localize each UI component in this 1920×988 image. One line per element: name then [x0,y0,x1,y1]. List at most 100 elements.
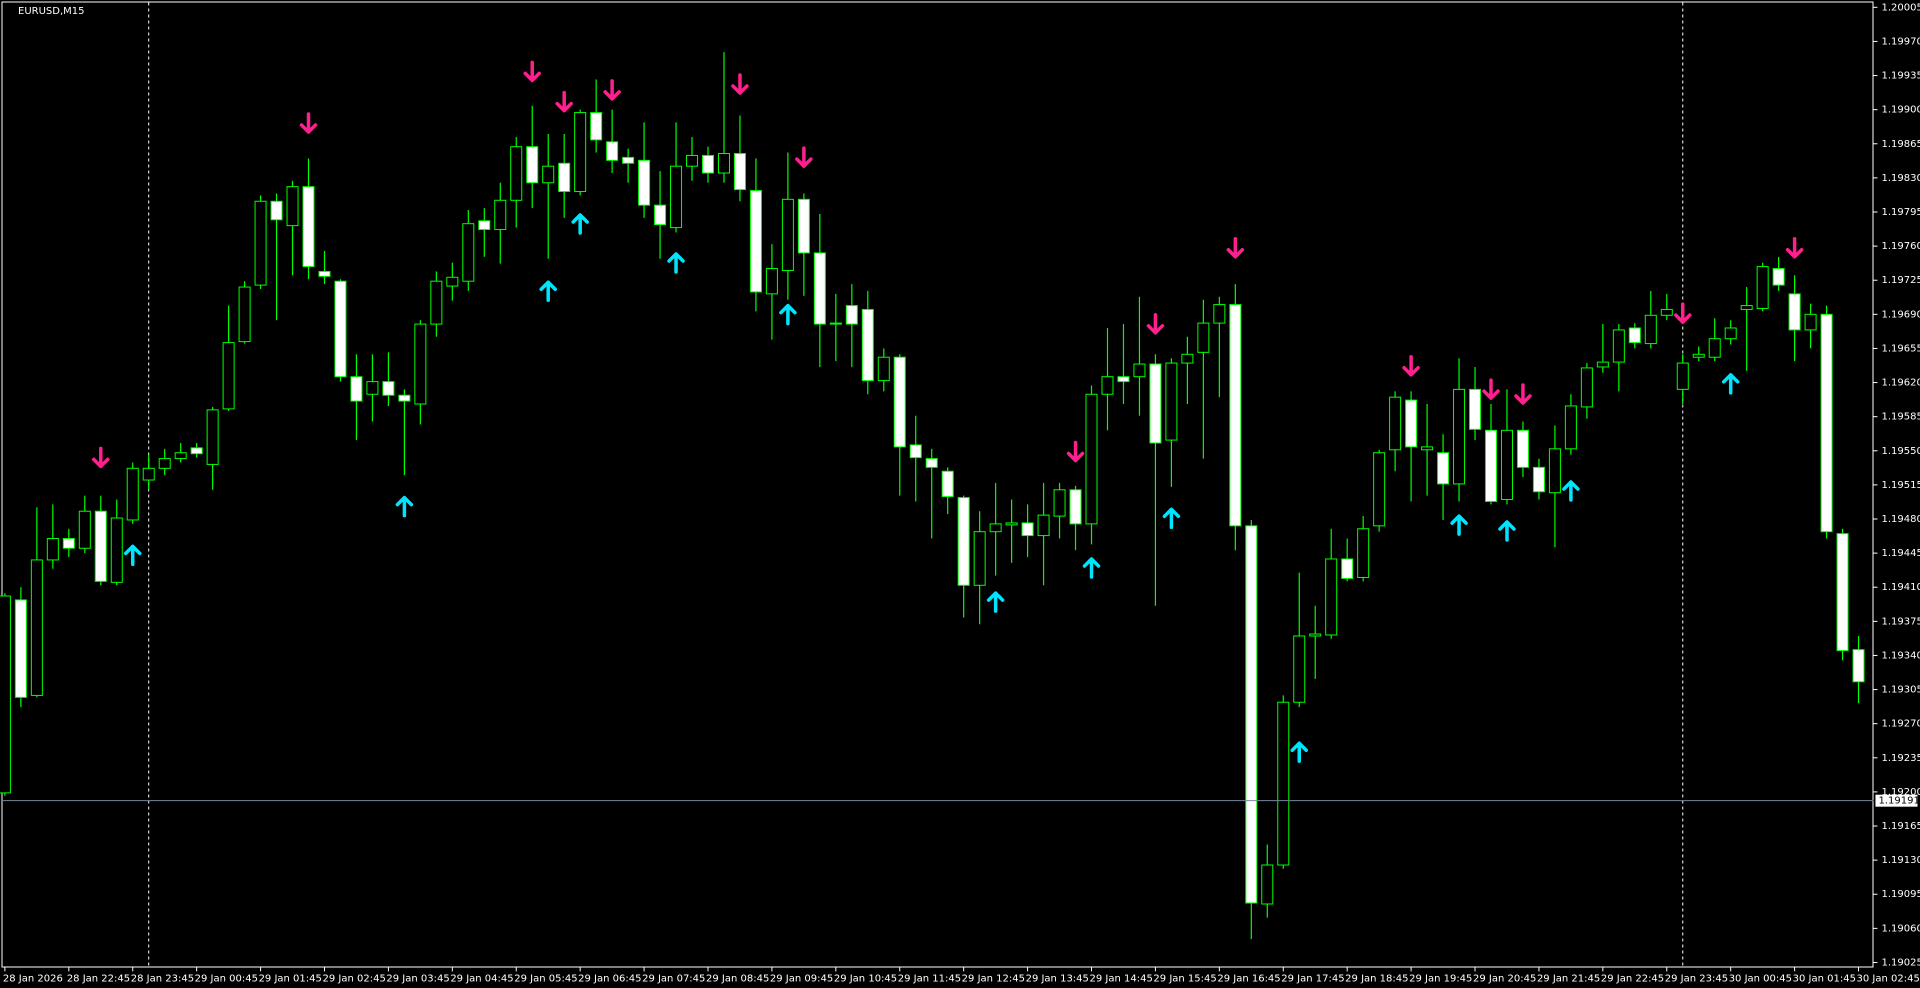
plot-frame [1,1,1874,968]
x-tick-label: 29 Jan 02:45 [322,973,385,984]
candle-body-bull [1293,635,1306,703]
y-tick-label: 1.19865 [1881,139,1920,150]
candle-body-bull [1213,304,1226,324]
x-tick-label: 29 Jan 04:45 [450,973,513,984]
x-tick-label: 29 Jan 20:45 [1473,973,1536,984]
buy-arrow [1721,373,1740,395]
candle-body-bear [1469,388,1482,430]
y-tick-label: 1.19270 [1881,719,1920,730]
candle-body-bull [1085,393,1098,525]
buy-arrow [667,252,685,274]
buy-arrow [539,280,557,302]
candle-body-bull [1756,266,1769,309]
candle-body-bear [334,280,347,378]
x-tick-label: 30 Jan 00:45 [1729,973,1792,984]
candle-body-bull [1165,362,1178,441]
candle-body-bear [606,141,619,161]
x-tick-label: 28 Jan 23:45 [131,973,194,984]
candle-body-bull [1740,305,1753,310]
bid-label: 1.19191 [1878,796,1919,807]
candle-body-bear [302,186,315,268]
sell-arrow [1226,237,1245,259]
x-tick-label: 29 Jan 14:45 [1090,973,1153,984]
candle-body-bear [1788,293,1801,331]
candle-body-bull [574,112,587,193]
buy-arrow [571,213,589,235]
y-tick-label: 1.19690 [1881,309,1920,320]
candle-body-bull [1197,322,1210,353]
y-tick-label: 1.19235 [1881,753,1920,764]
sell-arrow [92,446,110,469]
candle-body-bear [1836,533,1849,652]
candle-body-bear [1484,429,1498,502]
x-tick-label: 29 Jan 22:45 [1601,973,1664,984]
chart-title: EURUSD,M15 [18,6,84,17]
x-tick-label: 29 Jan 11:45 [898,973,961,984]
candle-body-bull [1357,528,1370,578]
candle-body-bull [1804,313,1817,331]
candle-body-bull [829,322,842,325]
candle-body-bull [1277,701,1290,866]
candle-body-bull [174,452,187,460]
candle-body-bull [542,165,555,184]
candle-body-bull [30,559,43,696]
candle-body-bear [526,146,539,184]
candle-body-bull [1325,558,1338,636]
candle-body-bull [1612,329,1625,363]
candle-body-bear [398,394,411,402]
candle-body-bear [893,356,906,448]
y-tick-label: 1.19760 [1881,241,1920,252]
candle-body-bear [622,156,635,164]
candle-body-bull [1101,376,1114,395]
candle-body-bull [1261,864,1274,905]
candle-body-bear [1229,304,1242,527]
candle-body-bear [1772,268,1785,286]
buy-arrow [1498,520,1516,542]
buy-arrow [986,591,1005,613]
candle-body-bull [1708,338,1721,358]
sell-arrow [1066,440,1085,463]
candle-body-bear [270,200,283,221]
x-tick-label: 28 Jan 22:45 [67,973,130,984]
candle-body-bear [1532,466,1545,493]
candle-body-bear [94,510,107,582]
candle-body-bull [1037,514,1050,537]
candle-body-bull [1053,489,1066,517]
candle-body-bear [1437,452,1450,485]
y-tick-label: 1.19025 [1881,957,1920,968]
candle-body-bear [62,538,75,549]
y-tick-label: 1.19305 [1881,685,1920,696]
candle-body-bear [1021,522,1034,537]
sell-arrow [555,90,573,113]
y-tick-label: 1.19935 [1881,71,1920,82]
candle-body-bear [925,458,938,468]
candle-body-bull [670,165,683,229]
candle-body-bull [686,154,699,167]
candle-body-bull [1676,362,1689,390]
y-tick-label: 1.19410 [1881,582,1920,593]
x-tick-label: 29 Jan 07:45 [642,973,705,984]
y-tick-label: 1.19970 [1881,36,1920,47]
x-tick-label: 29 Jan 00:45 [195,973,258,984]
y-tick-label: 1.19795 [1881,207,1920,218]
candle-body-bull [1421,446,1434,451]
candle-body-bear [797,198,810,254]
x-tick-label: 29 Jan 05:45 [514,973,577,984]
candle-body-bull [1596,361,1609,368]
y-tick-label: 1.19830 [1881,173,1920,184]
y-tick-label: 1.19515 [1881,480,1920,491]
candle-body-bear [1628,327,1641,344]
candle-body-bear [813,252,826,325]
x-tick-label: 29 Jan 19:45 [1409,973,1472,984]
x-tick-label: 29 Jan 21:45 [1537,973,1600,984]
candle-body-bear [1245,525,1258,904]
sell-arrow [731,73,749,95]
candle-body-bull [46,538,59,561]
x-tick-label: 29 Jan 15:45 [1153,973,1216,984]
x-tick-label: 30 Jan 01:45 [1793,973,1856,984]
candle-body-bull [1692,353,1705,358]
sell-arrow [1146,313,1165,335]
candle-body-bear [941,470,954,498]
